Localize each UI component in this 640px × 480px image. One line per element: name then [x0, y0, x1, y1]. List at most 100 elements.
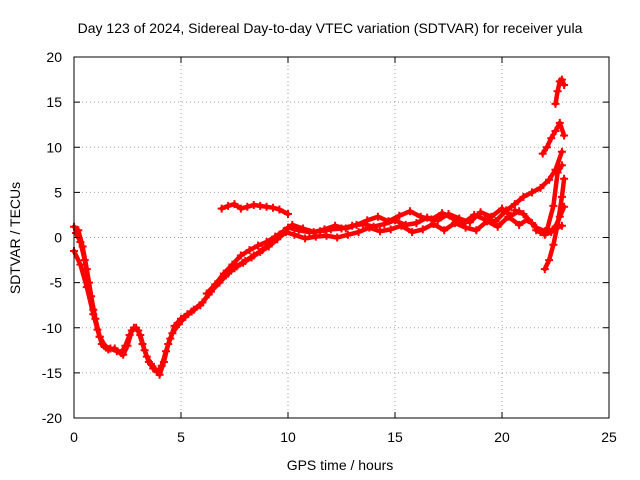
data-point — [151, 365, 160, 374]
data-point — [354, 228, 363, 237]
data-point — [262, 238, 271, 246]
data-point — [519, 192, 528, 201]
data-point — [515, 220, 524, 229]
data-point — [384, 217, 393, 226]
data-point — [89, 310, 98, 319]
data-point — [412, 219, 421, 228]
data-point — [76, 260, 85, 269]
y-tick-label: -10 — [42, 320, 62, 336]
data-point — [271, 232, 280, 241]
data-point — [333, 233, 342, 242]
data-point — [275, 205, 284, 214]
data-point — [230, 200, 239, 209]
data-point — [555, 118, 564, 127]
data-point — [491, 217, 500, 226]
data-point — [121, 341, 130, 350]
chart-title: Day 123 of 2024, Sidereal Day-to-day VTE… — [78, 20, 583, 36]
data-point — [343, 230, 352, 239]
data-point — [236, 251, 245, 260]
data-point — [331, 221, 340, 230]
data-point — [406, 207, 414, 216]
data-point — [264, 242, 273, 251]
data-point — [187, 307, 196, 316]
data-point — [80, 256, 89, 265]
data-point — [142, 352, 151, 361]
data-point — [553, 87, 562, 96]
y-tick-label: -15 — [42, 365, 62, 381]
data-point — [438, 209, 447, 218]
series-layer — [70, 75, 569, 379]
data-point — [102, 343, 111, 352]
data-point — [311, 232, 320, 241]
series-points-arc-10 — [551, 75, 569, 108]
series-points-arc-8 — [540, 174, 569, 274]
data-point — [551, 127, 560, 135]
data-point — [547, 134, 556, 143]
data-point — [322, 231, 331, 240]
data-point — [528, 219, 536, 228]
data-point — [290, 230, 299, 239]
y-tick-label: 0 — [54, 230, 62, 246]
data-point — [538, 149, 547, 158]
data-point — [549, 240, 558, 249]
data-point — [553, 168, 562, 177]
data-point — [373, 212, 382, 221]
data-point — [408, 228, 417, 237]
grid — [74, 57, 609, 418]
data-point — [363, 216, 372, 225]
data-point — [397, 221, 406, 230]
data-point — [159, 358, 168, 366]
data-point — [472, 226, 481, 235]
data-point — [545, 256, 554, 265]
data-point — [386, 225, 395, 234]
data-point — [480, 215, 489, 224]
y-axis-label: SDTVAR / TECUs — [7, 182, 23, 294]
data-point — [510, 206, 519, 215]
x-tick-label: 0 — [70, 429, 78, 445]
data-point — [117, 349, 126, 357]
data-point — [376, 227, 384, 236]
data-point — [502, 206, 511, 215]
y-tick-label: 10 — [46, 139, 62, 155]
data-point — [560, 81, 569, 89]
data-point — [440, 226, 449, 235]
series-points-arc-9 — [538, 118, 569, 158]
y-tick-label: 5 — [54, 184, 62, 200]
data-point — [341, 224, 350, 233]
data-point — [129, 323, 138, 332]
data-point — [284, 210, 292, 218]
data-point — [243, 202, 252, 211]
data-point — [560, 174, 569, 183]
data-point — [256, 247, 265, 256]
data-point — [476, 208, 485, 217]
data-point — [228, 260, 237, 269]
data-point — [269, 203, 277, 212]
data-point — [217, 204, 226, 213]
data-point — [155, 370, 164, 379]
tick-marks — [73, 56, 610, 419]
x-tick-label: 20 — [494, 429, 510, 445]
data-point — [536, 183, 545, 192]
data-point — [542, 143, 551, 152]
data-point — [168, 329, 177, 338]
data-point — [299, 224, 307, 233]
x-tick-labels: 0 5 10 15 20 25 — [70, 429, 617, 445]
data-point — [493, 222, 502, 231]
x-axis-label: GPS time / hours — [287, 457, 394, 473]
data-point — [553, 220, 562, 229]
data-point — [110, 344, 119, 353]
data-point — [448, 214, 457, 223]
data-point — [504, 212, 513, 221]
data-point — [301, 234, 310, 243]
data-point — [365, 223, 374, 232]
y-tick-label: -5 — [50, 275, 63, 291]
data-point — [532, 226, 541, 235]
data-point — [174, 320, 183, 329]
data-point — [164, 340, 173, 348]
data-point — [147, 359, 155, 368]
data-point — [395, 211, 404, 220]
data-point — [528, 188, 536, 197]
data-point — [540, 265, 549, 274]
data-point — [219, 269, 228, 278]
